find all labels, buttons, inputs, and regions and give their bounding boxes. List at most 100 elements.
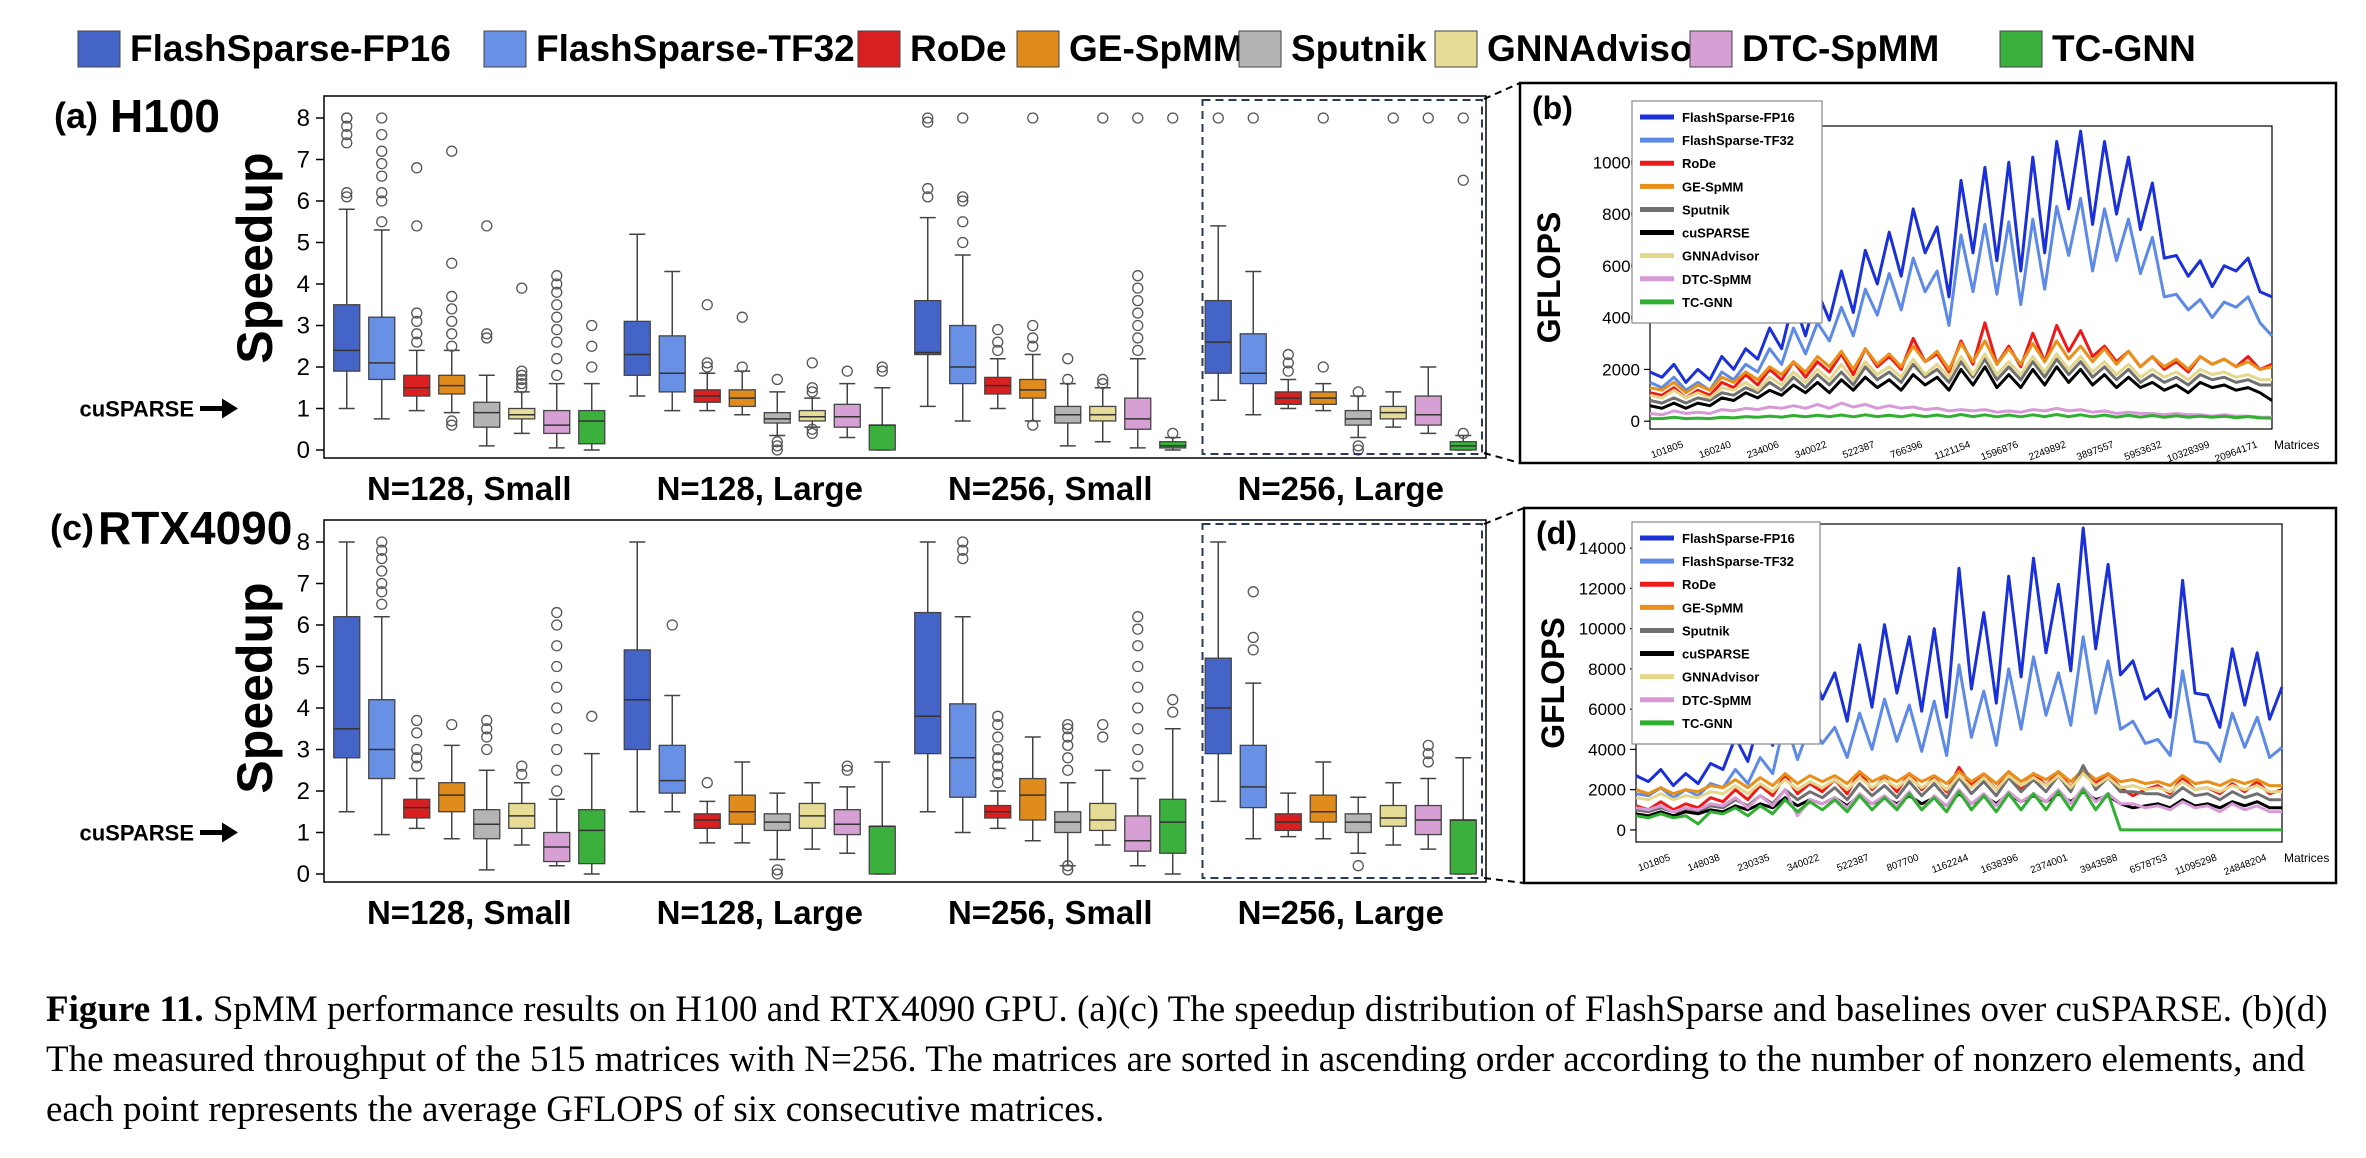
reference-label-a: cuSPARSE [79,397,194,422]
outlier-sputnik-a-g1 [481,220,493,232]
outlier-sputnik-a-g1 [481,332,493,344]
group-label-a-n-128-small: N=128, Small [367,470,572,507]
box-flashsparse-tf32-a-g1 [368,316,396,381]
caption-label: Figure 11. [46,989,204,1030]
group-label-c-n-128-large: N=128, Large [657,894,863,931]
outlier-tc-gnn-a-g1 [586,361,598,373]
outlier-dtc-spmm-a-g1 [551,323,563,336]
outlier-flashsparse-tf32-c-g4 [1247,644,1259,656]
outlier-ge-spmm-a-g1 [446,328,458,340]
outlier-sputnik-a-g4 [1352,386,1364,398]
outlier-flashsparse-fp16-a-g3 [922,112,934,124]
x-axis-label-d: Matrices [2284,851,2329,865]
outlier-dtc-spmm-a-g1 [551,299,563,311]
outlier-gnnadvisor-a-g4 [1387,112,1399,124]
outlier-gnnadvisor-c-g1 [516,768,528,781]
outlier-flashsparse-tf32-a-g3 [957,191,969,203]
outlier-tc-gnn-a-g4 [1457,174,1469,186]
box-flashsparse-tf32-a-g3 [949,324,977,385]
series-line-dtc-spmm-d [1635,786,2282,818]
legend-label-gnnadvisor: GNNAdvisor [1487,28,1707,69]
y-tick-label-c: 8 [297,529,310,556]
outlier-flashsparse-tf32-c-g1 [376,586,388,598]
outlier-gnnadvisor-a-g1 [516,377,528,390]
outlier-dtc-spmm-a-g3 [1132,294,1144,307]
outlier-sputnik-c-g3 [1062,764,1074,776]
outlier-gnnadvisor-a-g1 [516,369,528,381]
outlier-rode-a-g2 [701,299,713,311]
outlier-rode-c-g3 [992,760,1004,772]
outlier-gnnadvisor-a-g1 [516,282,528,294]
outlier-sputnik-c-g3 [1062,752,1074,764]
box-flashsparse-tf32-a-g2 [658,335,686,393]
legend-swatch-tc-gnn [1999,30,2043,68]
series-line-ge-spmm-b [1649,339,2273,395]
outlier-rode-c-g1 [411,752,423,764]
outlier-flashsparse-tf32-c-g4 [1247,631,1259,644]
legend-label-sputnik: Sputnik [1291,28,1427,69]
outlier-dtc-spmm-c-g1 [551,764,563,776]
outlier-flashsparse-fp16-a-g1 [341,120,353,132]
y-tick-label-a: 8 [297,105,310,132]
outlier-rode-c-g1 [411,743,423,756]
box-rode-c-g1 [403,798,431,819]
outlier-rode-a-g3 [992,336,1004,348]
outlier-flashsparse-tf32-a-g1 [376,157,388,170]
outlier-flashsparse-tf32-c-g3 [957,536,969,548]
box-rode-c-g2 [693,813,721,830]
inset-legend-label-flashsparse-tf32-b: FlashSparse-TF32 [1682,133,1794,148]
outlier-flashsparse-tf32-c-g2 [666,619,678,631]
y-tick-label-a: 4 [297,271,310,298]
box-ge-spmm-a-g1 [438,374,466,395]
outlier-gnnadvisor-a-g2 [806,423,818,435]
outlier-flashsparse-tf32-c-g1 [376,544,388,556]
outlier-dtc-spmm-a-g1 [551,270,563,282]
outlier-gnnadvisor-a-g2 [806,382,818,394]
outlier-dtc-spmm-a-g1 [551,353,563,365]
outlier-ge-spmm-a-g2 [736,361,748,373]
outlier-rode-c-g1 [411,727,423,739]
panel-c-speedup-boxplot: 0 1 2 3 4 5 6 7 8 Speedup cuSPARSE N=128, Small N=12… [79,519,1487,931]
y-tick-label-a: 7 [297,147,310,174]
outlier-rode-a-g3 [992,323,1004,336]
box-flashsparse-fp16-a-g1 [333,304,361,372]
inset-legend-label-rode-b: RoDe [1682,156,1716,171]
outlier-sputnik-a-g2 [771,436,783,448]
reference-arrow-head [222,398,238,419]
outlier-dtc-spmm-c-g1 [551,606,563,619]
box-flashsparse-tf32-c-g2 [658,744,686,794]
y-tick-label-d: 10000 [1579,620,1626,639]
outlier-dtc-spmm-a-g3 [1132,307,1144,319]
outlier-dtc-spmm-a-g3 [1132,332,1144,344]
outlier-sputnik-c-g1 [481,714,493,727]
outlier-ge-spmm-a-g1 [446,419,458,431]
legend-swatch-rode [857,30,901,68]
outlier-gnnadvisor-c-g1 [516,760,528,772]
y-tick-label-a: 5 [297,230,310,257]
outlier-sputnik-c-g3 [1062,731,1074,743]
outlier-flashsparse-tf32-a-g1 [376,112,388,124]
outlier-rode-a-g2 [701,361,713,373]
outlier-dtc-spmm-c-g1 [551,743,563,756]
outlier-rode-a-g4 [1282,348,1294,361]
outlier-ge-spmm-a-g2 [736,311,748,323]
caption-text: SpMM performance results on H100 and RTX… [46,989,2328,1130]
outlier-dtc-spmm-c-g1 [551,723,563,735]
outlier-dtc-spmm-c-g4 [1422,739,1434,751]
zoom-connector-d-bottom [1483,877,1525,884]
panel-c-title: RTX4090 [98,502,292,554]
outlier-rode-c-g3 [992,777,1004,789]
outlier-rode-a-g1 [411,220,423,232]
reference-arrow-head [222,822,238,843]
outlier-dtc-spmm-c-g3 [1132,611,1144,623]
y-axis-label-b: GFLOPS [1531,212,1567,344]
outlier-tc-gnn-c-g1 [586,710,598,722]
outlier-sputnik-a-g3 [1062,373,1074,386]
outlier-flashsparse-tf32-c-g3 [957,544,969,556]
legend-swatch-sputnik [1238,30,1282,68]
outlier-flashsparse-tf32-a-g1 [376,187,388,199]
inset-legend-label-ge-spmm-d: GE-SpMM [1682,600,1743,615]
panel-a-label: (a) [54,95,98,136]
box-dtc-spmm-c-g3 [1124,815,1152,852]
